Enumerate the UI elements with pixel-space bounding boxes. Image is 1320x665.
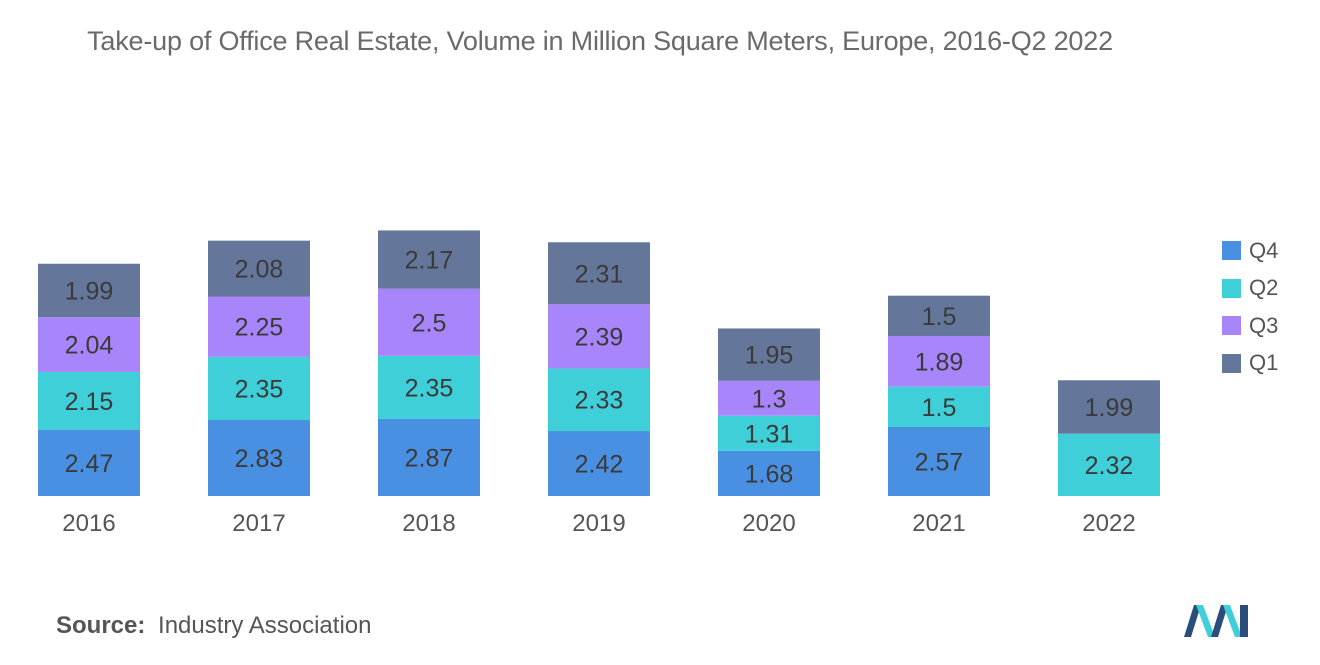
bar-segment-q1-2019 <box>548 242 650 305</box>
data-label-q3-2021: 1.89 <box>915 348 964 376</box>
bar-segment-q4-2018 <box>378 418 480 496</box>
data-label-q3-2017: 2.25 <box>235 314 284 342</box>
legend-item-q1: Q1 <box>1222 345 1278 383</box>
chart-title: Take-up of Office Real Estate, Volume in… <box>87 26 1113 56</box>
x-tick-label-2017: 2017 <box>232 510 285 537</box>
bar-segment-q1-2020 <box>718 328 820 381</box>
legend-swatch-q3 <box>1222 316 1241 336</box>
bar-segment-q4-2019 <box>548 431 650 496</box>
bar-segment-q1-2017 <box>208 240 310 297</box>
source-note: Source: Industry Association <box>56 612 371 640</box>
bar-segment-q3-2019 <box>548 304 650 369</box>
legend-item-q3: Q3 <box>1222 307 1278 345</box>
chart-legend: Q4 Q2 Q3 Q1 <box>1222 232 1278 382</box>
data-label-q4-2021: 2.57 <box>915 448 964 476</box>
data-label-q3-2018: 2.5 <box>412 309 447 337</box>
source-text: Industry Association <box>158 612 372 639</box>
data-label-q2-2022: 2.32 <box>1085 452 1134 480</box>
source-label: Source: <box>56 612 146 639</box>
bar-segment-q1-2016 <box>38 263 140 318</box>
bar-segment-q2-2020 <box>718 415 820 451</box>
bar-segment-q3-2021 <box>888 335 990 387</box>
data-label-q3-2016: 2.04 <box>65 332 114 360</box>
data-label-q1-2020: 1.95 <box>745 342 794 370</box>
bar-segment-q3-2020 <box>718 380 820 416</box>
data-label-q2-2018: 2.35 <box>405 374 454 402</box>
bar-segment-q4-2016 <box>38 429 140 496</box>
bar-segment-q4-2020 <box>718 450 820 496</box>
legend-item-q4: Q4 <box>1222 232 1278 270</box>
data-label-q3-2019: 2.39 <box>575 323 624 351</box>
x-tick-label-2021: 2021 <box>912 510 965 537</box>
data-label-q2-2016: 2.15 <box>65 388 114 416</box>
bar-segment-q3-2018 <box>378 288 480 356</box>
data-label-q4-2016: 2.47 <box>65 450 114 478</box>
bar-segment-q1-2018 <box>378 230 480 289</box>
data-label-q1-2022: 1.99 <box>1085 394 1134 422</box>
legend-swatch-q4 <box>1222 241 1241 261</box>
data-label-q4-2020: 1.68 <box>745 460 794 488</box>
legend-swatch-q2 <box>1222 278 1241 298</box>
data-label-q1-2021: 1.5 <box>922 303 957 331</box>
bar-segment-q4-2021 <box>888 426 990 496</box>
legend-item-q2: Q2 <box>1222 270 1278 308</box>
mordor-intelligence-logo-icon <box>1184 605 1248 637</box>
data-label-q2-2019: 2.33 <box>575 387 624 415</box>
bar-segment-q4-2017 <box>208 420 310 496</box>
x-tick-label-2018: 2018 <box>402 510 455 537</box>
bar-segment-q2-2016 <box>38 371 140 430</box>
data-label-q4-2018: 2.87 <box>405 444 454 472</box>
legend-label-q2: Q2 <box>1249 275 1279 301</box>
bar-segment-q3-2016 <box>38 317 140 372</box>
bar-segment-q2-2018 <box>378 355 480 419</box>
data-label-q4-2017: 2.83 <box>235 445 284 473</box>
legend-label-q1: Q1 <box>1249 350 1279 376</box>
bar-segment-q2-2021 <box>888 386 990 427</box>
bar-segment-q2-2017 <box>208 356 310 421</box>
x-tick-label-2020: 2020 <box>742 510 795 537</box>
bar-segment-q3-2017 <box>208 296 310 357</box>
data-label-q1-2016: 1.99 <box>65 277 114 305</box>
bar-segment-q1-2021 <box>888 295 990 336</box>
data-label-q2-2017: 2.35 <box>235 375 284 403</box>
x-tick-label-2016: 2016 <box>62 510 115 537</box>
data-label-q2-2020: 1.31 <box>745 420 794 448</box>
legend-label-q3: Q3 <box>1249 312 1279 338</box>
data-label-q1-2018: 2.17 <box>405 247 454 275</box>
legend-swatch-q1 <box>1222 353 1241 373</box>
data-label-q1-2019: 2.31 <box>575 260 624 288</box>
bar-segment-q2-2022 <box>1058 433 1160 496</box>
x-tick-label-2022: 2022 <box>1082 510 1135 537</box>
x-tick-label-2019: 2019 <box>572 510 625 537</box>
data-label-q3-2020: 1.3 <box>752 385 787 413</box>
data-label-q2-2021: 1.5 <box>922 394 957 422</box>
bar-segment-q2-2019 <box>548 368 650 432</box>
data-label-q1-2017: 2.08 <box>235 256 284 284</box>
data-label-q4-2019: 2.42 <box>575 451 624 479</box>
legend-label-q4: Q4 <box>1249 237 1279 263</box>
bar-segment-q1-2022 <box>1058 380 1160 434</box>
